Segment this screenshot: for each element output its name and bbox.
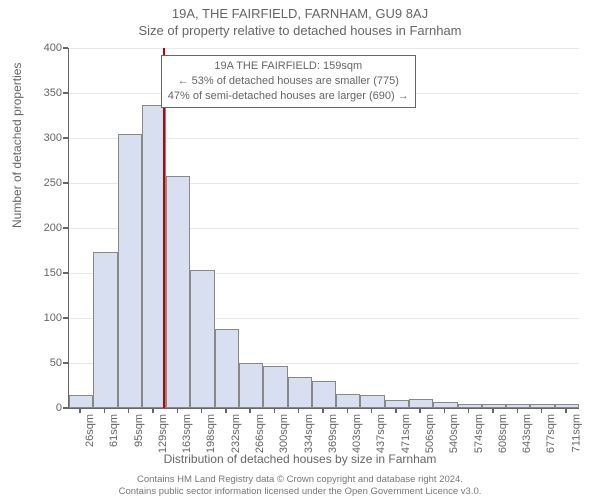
- bar: [433, 402, 457, 408]
- x-tick-label: 266sqm: [254, 414, 266, 453]
- x-tick-label: 61sqm: [108, 414, 120, 447]
- x-tick-label: 677sqm: [546, 414, 558, 453]
- footer: Contains HM Land Registry data © Crown c…: [0, 474, 600, 498]
- y-tick-label: 0: [22, 402, 62, 414]
- x-tick-label: 26sqm: [84, 414, 96, 447]
- footer-line-1: Contains HM Land Registry data © Crown c…: [0, 474, 600, 486]
- y-tick-label: 300: [22, 132, 62, 144]
- x-tick-label: 540sqm: [448, 414, 460, 453]
- x-tick-mark: [298, 408, 300, 413]
- y-tick-label: 350: [22, 87, 62, 99]
- x-tick-mark: [395, 408, 397, 413]
- x-tick-label: 369sqm: [327, 414, 339, 453]
- bar: [385, 400, 409, 408]
- y-tick-label: 100: [22, 312, 62, 324]
- bar: [118, 134, 142, 409]
- x-axis-title: Distribution of detached houses by size …: [0, 452, 600, 466]
- info-line-3: 47% of semi-detached houses are larger (…: [168, 89, 409, 104]
- bar: [263, 366, 287, 408]
- x-tick-mark: [541, 408, 543, 413]
- x-tick-label: 300sqm: [278, 414, 290, 453]
- y-tick-mark: [63, 227, 68, 229]
- y-tick-label: 200: [22, 222, 62, 234]
- bar: [555, 404, 579, 408]
- bar: [360, 395, 384, 409]
- y-tick-label: 250: [22, 177, 62, 189]
- x-tick-label: 129sqm: [157, 414, 169, 453]
- x-tick-mark: [104, 408, 106, 413]
- x-tick-mark: [274, 408, 276, 413]
- info-line-1: 19A THE FAIRFIELD: 159sqm: [168, 59, 409, 74]
- bar: [69, 395, 93, 409]
- bar: [239, 363, 263, 408]
- bar: [458, 404, 482, 408]
- x-tick-label: 506sqm: [424, 414, 436, 453]
- bar: [166, 176, 190, 408]
- y-tick-mark: [63, 92, 68, 94]
- x-tick-label: 232sqm: [230, 414, 242, 453]
- y-tick-mark: [63, 182, 68, 184]
- bar: [506, 404, 530, 408]
- y-tick-label: 150: [22, 267, 62, 279]
- x-tick-label: 471sqm: [400, 414, 412, 453]
- x-tick-mark: [322, 408, 324, 413]
- y-tick-mark: [63, 272, 68, 274]
- bar: [336, 394, 360, 408]
- x-tick-mark: [371, 408, 373, 413]
- x-tick-mark: [347, 408, 349, 413]
- x-tick-label: 163sqm: [181, 414, 193, 453]
- plot-region: 19A THE FAIRFIELD: 159sqm ← 53% of detac…: [68, 48, 579, 409]
- histogram-chart: 19A THE FAIRFIELD: 159sqm ← 53% of detac…: [68, 48, 578, 408]
- y-tick-label: 400: [22, 42, 62, 54]
- x-tick-mark: [565, 408, 567, 413]
- x-tick-label: 711sqm: [570, 414, 582, 452]
- x-tick-label: 95sqm: [133, 414, 145, 447]
- x-tick-label: 574sqm: [473, 414, 485, 453]
- page-subtitle: Size of property relative to detached ho…: [0, 21, 600, 38]
- x-tick-mark: [201, 408, 203, 413]
- y-tick-mark: [63, 137, 68, 139]
- x-tick-mark: [225, 408, 227, 413]
- page-title: 19A, THE FAIRFIELD, FARNHAM, GU9 8AJ: [0, 0, 600, 21]
- x-tick-mark: [177, 408, 179, 413]
- x-tick-label: 608sqm: [497, 414, 509, 453]
- footer-line-2: Contains public sector information licen…: [0, 486, 600, 498]
- bar: [190, 270, 214, 408]
- info-box: 19A THE FAIRFIELD: 159sqm ← 53% of detac…: [161, 55, 416, 108]
- info-line-2: ← 53% of detached houses are smaller (77…: [168, 74, 409, 89]
- x-tick-mark: [152, 408, 154, 413]
- y-tick-mark: [63, 407, 68, 409]
- x-tick-label: 437sqm: [376, 414, 388, 453]
- y-tick-label: 50: [22, 357, 62, 369]
- x-tick-mark: [419, 408, 421, 413]
- bar: [93, 252, 117, 408]
- y-tick-mark: [63, 362, 68, 364]
- bar: [482, 404, 506, 409]
- bar: [312, 381, 336, 408]
- y-tick-mark: [63, 317, 68, 319]
- x-tick-mark: [249, 408, 251, 413]
- x-tick-mark: [492, 408, 494, 413]
- x-tick-label: 334sqm: [303, 414, 315, 453]
- x-tick-mark: [79, 408, 81, 413]
- x-tick-label: 403sqm: [351, 414, 363, 453]
- x-tick-mark: [468, 408, 470, 413]
- x-tick-label: 198sqm: [206, 414, 218, 453]
- x-tick-label: 643sqm: [521, 414, 533, 453]
- y-tick-mark: [63, 47, 68, 49]
- x-tick-mark: [128, 408, 130, 413]
- bar: [409, 399, 433, 408]
- bar: [215, 329, 239, 408]
- bar: [530, 404, 554, 408]
- x-tick-mark: [517, 408, 519, 413]
- bar: [288, 377, 312, 409]
- x-tick-mark: [444, 408, 446, 413]
